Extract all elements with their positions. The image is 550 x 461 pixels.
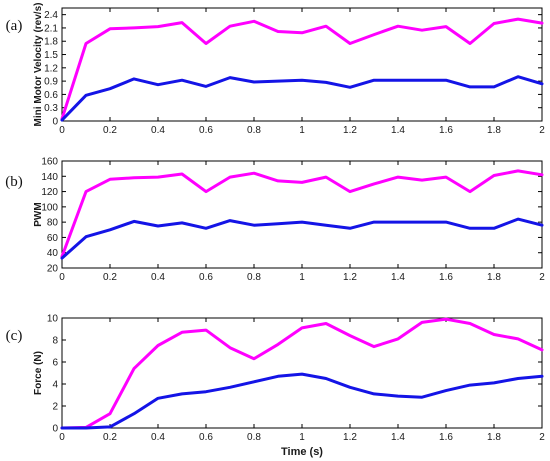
series-line-blue [60, 75, 544, 122]
y-tick-label: 2 [52, 402, 58, 413]
y-tick-label: 160 [41, 157, 58, 168]
y-tick-label: 4 [52, 380, 58, 391]
y-tick-label: 2.4 [44, 10, 58, 21]
x-tick-label: 1.4 [391, 432, 405, 443]
x-tick-label: 0.4 [151, 432, 165, 443]
x-tick-label: 0 [59, 125, 65, 136]
x-tick-label: 1 [299, 272, 305, 283]
x-tick-label: 0.2 [103, 125, 117, 136]
series-line-blue [60, 217, 544, 260]
y-axis-label: Mini Motor Velocity (rev/s) [33, 3, 44, 127]
x-tick-label: 0.6 [199, 125, 213, 136]
x-tick-label: 0.8 [247, 272, 261, 283]
y-tick-label: 120 [41, 187, 58, 198]
x-axis-label: Time (s) [281, 446, 323, 458]
x-tick-label: 1.4 [391, 125, 405, 136]
x-tick-label: 0.2 [103, 272, 117, 283]
y-tick-label: 0.9 [44, 77, 58, 88]
panel-label: (c) [6, 328, 23, 344]
y-tick-label: 0 [52, 117, 58, 128]
x-tick-label: 0.2 [103, 432, 117, 443]
y-tick-label: 2.1 [44, 23, 58, 34]
y-tick-label: 40 [47, 248, 59, 259]
x-tick-label: 2 [539, 272, 545, 283]
y-tick-label: 100 [41, 202, 58, 213]
x-tick-label: 1.4 [391, 272, 405, 283]
x-tick-label: 0.4 [151, 272, 165, 283]
x-tick-label: 0.6 [199, 432, 213, 443]
x-tick-label: 2 [539, 432, 545, 443]
y-tick-label: 80 [47, 218, 59, 229]
x-tick-label: 1.2 [343, 125, 357, 136]
y-tick-label: 10 [47, 314, 59, 325]
x-tick-label: 1.6 [439, 272, 453, 283]
x-tick-label: 0.4 [151, 125, 165, 136]
y-tick-label: 140 [41, 172, 58, 183]
series-line-magenta [60, 169, 544, 258]
x-tick-label: 1.8 [487, 272, 501, 283]
x-tick-label: 0.6 [199, 272, 213, 283]
x-tick-label: 1.2 [343, 272, 357, 283]
y-tick-label: 1.8 [44, 37, 58, 48]
x-tick-label: 1.8 [487, 125, 501, 136]
panel-label: (b) [5, 174, 23, 190]
y-tick-label: 20 [47, 264, 59, 275]
x-tick-label: 2 [539, 125, 545, 136]
panel-label: (a) [6, 18, 23, 34]
x-tick-label: 0.8 [247, 125, 261, 136]
y-axis-label: PWM [33, 202, 44, 226]
series-line-magenta [60, 17, 544, 121]
x-tick-label: 0.8 [247, 432, 261, 443]
y-tick-label: 6 [52, 358, 58, 369]
x-tick-label: 1.8 [487, 432, 501, 443]
y-tick-label: 1.5 [44, 50, 58, 61]
y-tick-label: 8 [52, 336, 58, 347]
x-tick-label: 1 [299, 432, 305, 443]
series-line-blue [60, 372, 544, 430]
y-tick-label: 60 [47, 233, 59, 244]
x-tick-label: 1 [299, 125, 305, 136]
series-line-magenta [60, 317, 544, 430]
y-tick-label: 1.2 [44, 63, 58, 74]
y-tick-label: 0 [52, 424, 58, 435]
x-tick-label: 1.6 [439, 125, 453, 136]
x-tick-label: 1.2 [343, 432, 357, 443]
x-tick-label: 1.6 [439, 432, 453, 443]
plot-area-1 [61, 7, 543, 122]
y-tick-label: 0.6 [44, 90, 58, 101]
x-tick-label: 0 [59, 432, 65, 443]
x-tick-label: 0 [59, 272, 65, 283]
y-tick-label: 0.3 [44, 103, 58, 114]
y-axis-label: Force (N) [33, 351, 44, 395]
